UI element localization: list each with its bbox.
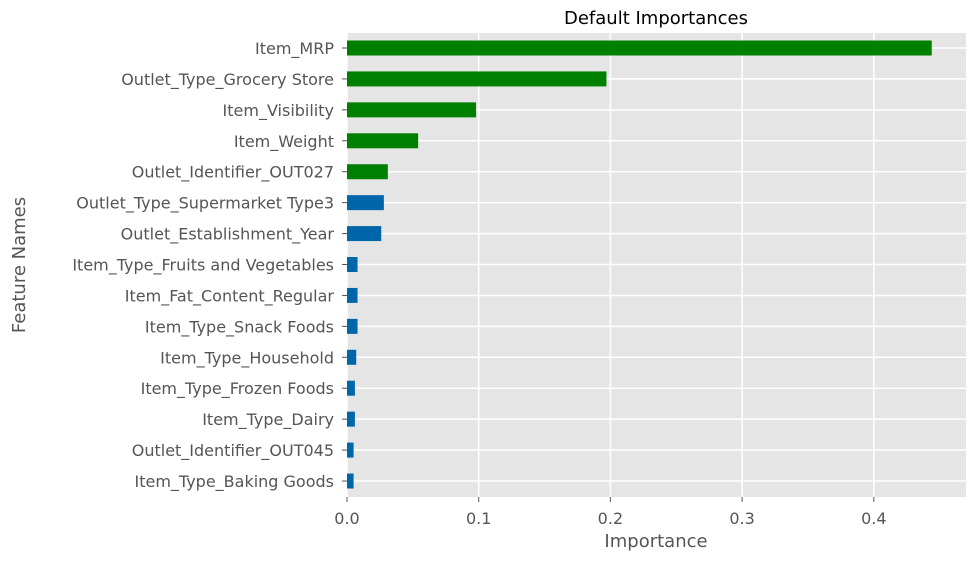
y-tick-label: Item_Weight [234, 132, 334, 152]
bar [347, 442, 354, 458]
bars [347, 40, 932, 489]
y-tick-label: Item_MRP [255, 39, 334, 59]
y-axis-title: Feature Names [9, 197, 30, 333]
x-tick-label: 0.3 [729, 509, 754, 528]
bar [347, 133, 419, 149]
y-tick-label: Outlet_Type_Grocery Store [121, 70, 334, 90]
y-tick-labels: Item_MRP Outlet_Type_Grocery Store Item_Vi… [72, 39, 347, 492]
x-tick-labels: 0.0 0.1 0.2 0.3 0.4 [334, 497, 887, 528]
x-tick-label: 0.0 [334, 509, 359, 528]
bar [347, 349, 357, 365]
bar [347, 40, 932, 56]
y-tick-label: Item_Fat_Content_Regular [125, 286, 335, 306]
bar [347, 102, 477, 118]
y-tick-label: Item_Type_Snack Foods [145, 317, 334, 337]
y-tick-label: Item_Type_Household [160, 348, 334, 368]
bar [347, 318, 358, 334]
y-tick-label: Item_Type_Frozen Foods [141, 379, 334, 399]
x-tick-label: 0.4 [861, 509, 886, 528]
y-tick-label: Item_Visibility [223, 101, 334, 121]
chart-title: Default Importances [564, 8, 748, 29]
bar [347, 473, 354, 489]
y-tick-label: Outlet_Type_Supermarket Type3 [76, 194, 334, 214]
y-tick-label: Item_Type_Baking Goods [134, 472, 334, 492]
bar [347, 257, 358, 273]
y-tick-label: Item_Type_Fruits and Vegetables [72, 256, 334, 276]
y-tick-label: Item_Type_Dairy [202, 410, 334, 430]
y-tick-label: Outlet_Identifier_OUT027 [132, 163, 334, 183]
bar [347, 287, 358, 303]
bar [347, 226, 382, 242]
x-tick-label: 0.2 [598, 509, 623, 528]
bar [347, 195, 384, 211]
bar [347, 380, 355, 396]
x-tick-label: 0.1 [466, 509, 491, 528]
bar [347, 71, 607, 87]
x-axis-title: Importance [604, 531, 707, 552]
y-tick-label: Outlet_Establishment_Year [121, 225, 335, 245]
bar [347, 411, 355, 427]
y-tick-label: Outlet_Identifier_OUT045 [132, 441, 334, 461]
bar [347, 164, 388, 180]
